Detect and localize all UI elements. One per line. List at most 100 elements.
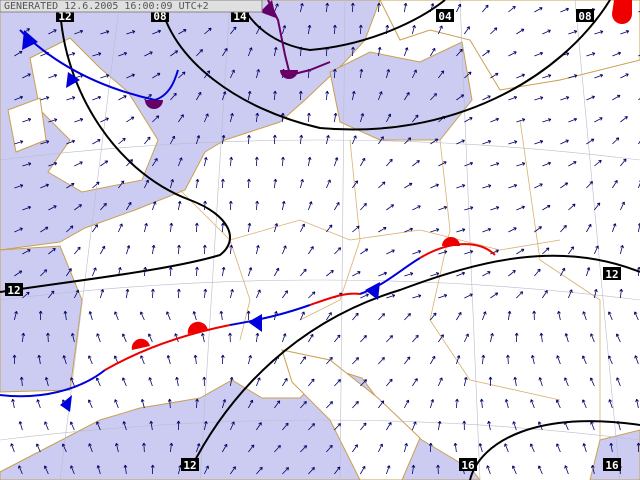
isobar-label-box bbox=[181, 458, 199, 471]
wind-arrow bbox=[66, 225, 74, 233]
warm-front-semicircles bbox=[612, 0, 632, 24]
wind-arrow bbox=[542, 74, 552, 79]
wind-arrow bbox=[612, 137, 620, 145]
wind-arrow bbox=[70, 377, 75, 387]
wind-arrow bbox=[92, 139, 101, 145]
wind-arrow bbox=[228, 200, 233, 211]
wind-arrow bbox=[74, 118, 84, 123]
wind-arrow bbox=[516, 248, 525, 255]
wind-arrow bbox=[325, 134, 330, 145]
wind-arrow bbox=[456, 311, 462, 321]
wind-arrow bbox=[612, 51, 622, 57]
wind-arrow bbox=[246, 310, 251, 321]
wind-arrow bbox=[456, 94, 465, 101]
wind-arrow bbox=[194, 222, 199, 233]
wind-arrow bbox=[282, 378, 288, 387]
wind-arrow bbox=[221, 134, 226, 145]
border bbox=[179, 189, 251, 341]
wind-arrow bbox=[228, 332, 232, 343]
wind-arrow bbox=[385, 69, 390, 79]
wind-arrow bbox=[386, 249, 395, 255]
isobar-label: 16 bbox=[461, 459, 475, 472]
wind-arrow bbox=[360, 335, 367, 343]
wind-arrow bbox=[126, 116, 135, 123]
wind-arrow bbox=[403, 443, 408, 453]
wind-arrow bbox=[22, 205, 32, 211]
wind-arrow bbox=[66, 139, 76, 145]
wind-arrow bbox=[581, 355, 587, 365]
wind-arrow bbox=[334, 466, 341, 475]
wind-arrow bbox=[612, 94, 621, 101]
wind-arrow bbox=[514, 332, 519, 343]
wind-arrow bbox=[300, 268, 307, 277]
wind-arrow bbox=[482, 50, 490, 57]
wind-arrow bbox=[22, 73, 31, 79]
wind-arrow bbox=[589, 377, 595, 387]
britain bbox=[29, 37, 159, 193]
wind-arrow bbox=[593, 288, 598, 299]
wind-arrow bbox=[281, 200, 286, 211]
wind-arrow bbox=[169, 179, 175, 189]
wind-arrow bbox=[142, 442, 146, 453]
wind-arrow bbox=[195, 443, 201, 453]
wind-arrow bbox=[542, 247, 550, 255]
cold-front bbox=[229, 304, 311, 326]
wind-arrow bbox=[326, 269, 334, 277]
wind-arrow bbox=[582, 311, 587, 321]
wind-arrow bbox=[121, 377, 127, 387]
wind-arrow bbox=[620, 158, 627, 167]
wind-arrow bbox=[586, 52, 596, 57]
scandinavia bbox=[379, 0, 640, 91]
wind-arrow bbox=[300, 445, 308, 453]
wind-arrow bbox=[170, 50, 179, 57]
wind-arrow bbox=[567, 289, 573, 299]
wind-arrow bbox=[594, 159, 602, 167]
wind-arrow bbox=[96, 465, 101, 475]
border bbox=[299, 139, 361, 321]
wind-arrow bbox=[438, 294, 448, 299]
wind-arrow bbox=[230, 26, 237, 35]
wind-arrow bbox=[255, 244, 260, 255]
wind-arrow bbox=[438, 70, 445, 79]
wind-arrow bbox=[148, 377, 153, 387]
wind-arrow bbox=[508, 51, 517, 57]
wind-arrow bbox=[437, 377, 443, 387]
wind-arrow bbox=[352, 444, 358, 453]
wind-arrow bbox=[255, 69, 260, 79]
wind-arrow bbox=[48, 73, 58, 79]
wind-arrow bbox=[437, 25, 443, 35]
wind-arrow bbox=[430, 228, 440, 233]
wind-arrow bbox=[125, 288, 130, 299]
wind-arrow bbox=[11, 398, 15, 409]
wind-arrow bbox=[92, 95, 102, 101]
wind-arrow bbox=[456, 228, 466, 233]
isobar-label: 08 bbox=[153, 10, 166, 23]
wind-arrow bbox=[326, 312, 332, 321]
wind-arrow bbox=[412, 334, 419, 343]
wind-arrow bbox=[274, 400, 281, 409]
wind-arrow bbox=[568, 74, 578, 79]
wind-arrow bbox=[66, 96, 76, 101]
wind-arrow bbox=[612, 180, 618, 189]
header-box bbox=[0, 0, 263, 13]
wind-arrow bbox=[70, 465, 75, 475]
wind-arrow bbox=[66, 268, 72, 277]
wind-arrow bbox=[62, 355, 67, 365]
wind-arrow bbox=[96, 333, 101, 343]
wind-arrow bbox=[273, 46, 278, 57]
wind-arrow bbox=[308, 467, 315, 475]
wind-arrow bbox=[150, 464, 155, 475]
wind-arrow bbox=[140, 399, 145, 409]
wind-arrow bbox=[88, 443, 93, 453]
wind-arrow bbox=[121, 333, 127, 343]
wind-arrow bbox=[456, 184, 466, 189]
wind-arrow bbox=[378, 357, 385, 365]
cold-front-triangles bbox=[22, 30, 80, 88]
wind-arrow bbox=[437, 420, 442, 431]
wind-arrow bbox=[307, 24, 312, 35]
isobar-label-box bbox=[5, 283, 23, 296]
wind-arrow bbox=[386, 378, 393, 387]
wind-arrow bbox=[122, 421, 127, 431]
